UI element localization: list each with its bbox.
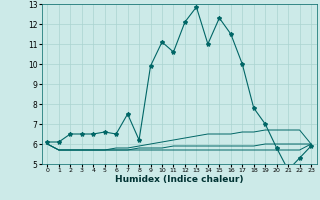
X-axis label: Humidex (Indice chaleur): Humidex (Indice chaleur) bbox=[115, 175, 244, 184]
